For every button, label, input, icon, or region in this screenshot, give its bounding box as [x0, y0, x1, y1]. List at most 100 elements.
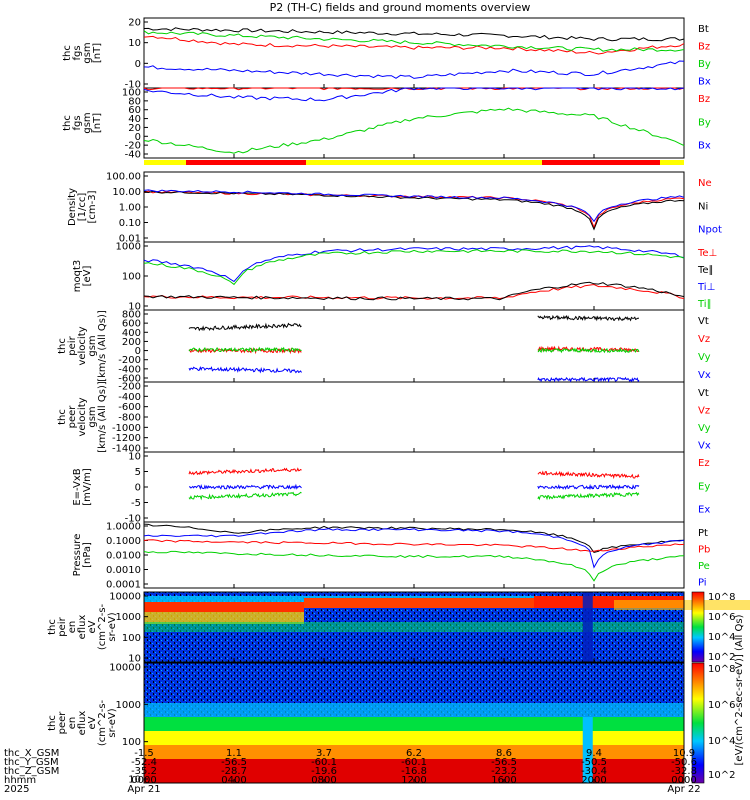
y-axis-label: thc — [57, 409, 68, 425]
y-tick-label: -1200 — [112, 433, 141, 444]
trace-Vy — [537, 347, 640, 354]
trace-Npot — [143, 189, 685, 223]
y-axis-label: velocity — [77, 326, 88, 365]
bottom-axis-value: -35.2 — [131, 766, 157, 777]
spec-band — [144, 602, 304, 612]
legend-Bx: Bx — [698, 77, 711, 88]
colorbar-tick: 10^2 — [708, 770, 735, 781]
y-axis-label: [nPa] — [82, 542, 93, 568]
bottom-axis-value: Apr 22 — [667, 784, 700, 795]
y-axis-label: [mV/m] — [82, 468, 93, 506]
y-axis-label: peer — [67, 405, 78, 429]
y-tick-label: -5 — [131, 498, 141, 509]
trace-Ez — [537, 470, 640, 480]
y-tick-label: 100 — [122, 633, 141, 644]
y-axis-label: Density — [67, 188, 78, 226]
y-axis-label: sr-eV) — [107, 708, 118, 737]
y-tick-label: 0.01 — [119, 234, 141, 245]
y-tick-label: 400 — [122, 328, 141, 339]
trace-Vt — [188, 322, 302, 332]
legend-Bx: Bx — [698, 141, 711, 152]
y-tick-label: 60 — [128, 105, 141, 116]
bottom-axis-value: -60.1 — [401, 757, 427, 768]
y-tick-label: 100 — [122, 737, 141, 748]
y-tick-label: 0.0010 — [106, 565, 141, 576]
y-axis-label: [km/s (All Qs)] — [97, 381, 108, 453]
spec-band — [144, 612, 304, 624]
trace-Ey — [537, 491, 640, 501]
y-tick-label: 0.1000 — [106, 536, 141, 547]
panel-frame — [143, 171, 685, 243]
y-tick-label: -600 — [118, 402, 141, 413]
y-axis-label: [eV] — [82, 266, 93, 287]
bottom-axis-value: 10.9 — [673, 748, 695, 759]
y-axis-label: eflux — [77, 711, 88, 736]
trace-Pe — [143, 550, 685, 582]
y-axis-label: eV — [87, 716, 98, 729]
trace-Vt — [537, 314, 640, 322]
legend-Ti∥: Ti∥ — [697, 299, 712, 310]
y-tick-label: 1.00 — [119, 203, 141, 214]
bottom-axis-value: -30.4 — [581, 766, 607, 777]
bottom-axis-value: Apr 21 — [127, 784, 160, 795]
trace-Pb — [143, 539, 685, 552]
y-axis-label: sr-eV) — [107, 612, 118, 641]
bottom-row-label: thc_Z_GSM — [4, 766, 59, 777]
colorbar: 10^8 10^6 10^4 10^2 10^8 10^6 10^4 10^2 … — [691, 591, 745, 784]
bottom-axis-value: 1600 — [491, 775, 516, 786]
bottom-row-label: thc_X_GSM — [4, 748, 59, 759]
y-axis-label: gsm — [82, 112, 93, 133]
panel-pressure: 1.0000 0.1000 0.0100 0.0010 0.0001 Pressure [n… — [72, 521, 710, 591]
trace-Bx — [143, 60, 685, 79]
trace-Vz — [537, 345, 640, 353]
legend-Ti⊥: Ti⊥ — [697, 282, 715, 293]
panel-frame — [143, 309, 685, 383]
colorbar-label: [eV/(cm^2-sec-sr-eV)] (All Qs) — [734, 614, 745, 765]
y-axis-label: thc — [47, 619, 58, 635]
panel-peir_eflux: 10000 1000 100 10 thc peir en eflux eV (cm^2-s-sr… — [47, 591, 750, 665]
y-tick-label: -20 — [125, 141, 141, 152]
legend-Pe: Pe — [698, 561, 710, 572]
bottom-axis-value: -56.5 — [491, 757, 517, 768]
bottom-axis-value: -52.4 — [131, 757, 157, 768]
y-tick-label: 0 — [135, 132, 141, 143]
y-tick-label: 10.00 — [112, 187, 141, 198]
y-axis-label: [nT] — [92, 113, 103, 133]
y-tick-label: -40 — [125, 150, 141, 161]
y-axis-label: fgs — [72, 45, 83, 60]
y-axis-label: [km/s (All Qs)] — [97, 310, 108, 382]
panel-density: 100.00 10.00 1.00 0.10 0.01 Density [1/cc] [cm-… — [67, 171, 722, 245]
trace-Ni — [143, 190, 685, 231]
y-tick-label: 0.0001 — [106, 580, 141, 591]
bottom-axis-value: 6.2 — [406, 748, 422, 759]
trace-Ex — [537, 483, 640, 490]
bottom-row-label: hhmm — [4, 775, 36, 786]
colorbar-tick: 10^8 — [708, 592, 735, 603]
trace-Pt — [143, 523, 685, 553]
y-tick-label: 40 — [128, 114, 141, 125]
y-axis-label: [cm-3] — [87, 190, 98, 223]
y-axis-label: gsm — [87, 335, 98, 356]
y-tick-label: 10 — [128, 452, 141, 463]
bottom-row-label: thc_Y_GSM — [4, 757, 59, 768]
spec-band — [144, 703, 684, 717]
bottom-row-label: 2025 — [4, 784, 29, 795]
panel-fgs_gsm: 20 10 0 -10 thc fgs gsm [nT] Bt Bz By Bx — [62, 17, 711, 91]
y-tick-label: -600 — [118, 374, 141, 385]
y-tick-label: 20 — [128, 18, 141, 29]
legend-Bt: Bt — [698, 24, 709, 35]
bottom-axis-value: -56.5 — [221, 757, 247, 768]
y-tick-label: 80 — [128, 96, 141, 107]
trace-Ne — [143, 190, 685, 229]
colorbar-tick: 10^4 — [708, 736, 735, 747]
trace-Ti∥ — [143, 249, 685, 286]
trace-Ez — [188, 467, 302, 476]
bottom-axis-value: -32.8 — [671, 766, 697, 777]
bottom-axis-value: 3.7 — [316, 748, 332, 759]
legend-Vt: Vt — [698, 388, 709, 399]
bottom-axis-value: -16.8 — [401, 766, 427, 777]
mode-bar-yellow-3 — [660, 160, 684, 165]
trace-Te∥ — [143, 281, 685, 301]
